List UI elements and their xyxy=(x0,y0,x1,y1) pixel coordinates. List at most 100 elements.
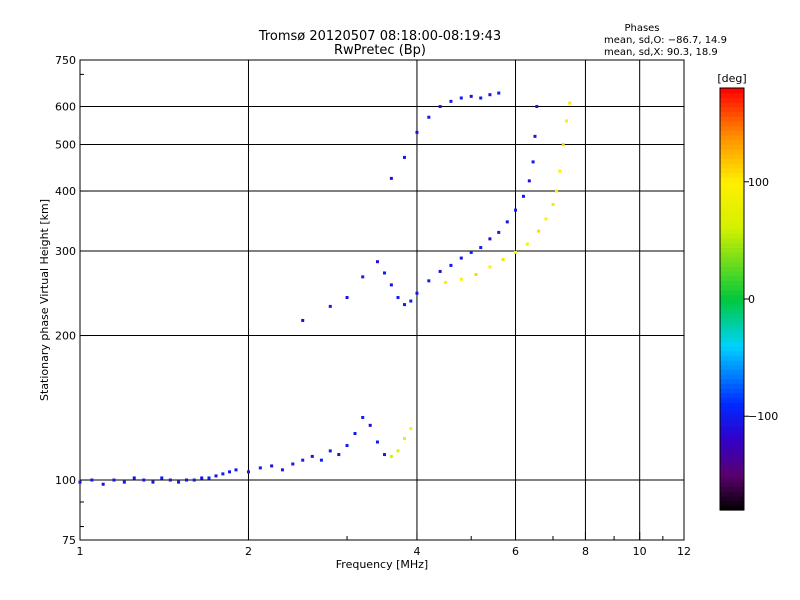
colorbar-segment xyxy=(720,144,744,150)
data-point xyxy=(383,453,387,457)
colorbar-segment xyxy=(720,294,744,300)
y-tick-label: 200 xyxy=(55,330,76,343)
colorbar-segment xyxy=(720,495,744,502)
colorbar-segment xyxy=(720,186,744,192)
data-point xyxy=(444,280,448,284)
data-point xyxy=(319,458,323,462)
data-point xyxy=(525,242,529,246)
data-point xyxy=(389,283,393,287)
colorbar-segment xyxy=(720,434,744,441)
colorbar-segment xyxy=(720,289,744,295)
colorbar-segment xyxy=(720,383,744,389)
data-point xyxy=(221,472,225,476)
colorbar-segment xyxy=(720,261,744,267)
colorbar-tick-label: 0 xyxy=(748,293,755,306)
phase-stats: Phases mean, sd,O: −86.7, 14.9 mean, sd,… xyxy=(604,23,727,58)
data-point xyxy=(438,105,442,109)
colorbar-segment xyxy=(720,364,744,370)
data-point xyxy=(112,478,116,482)
data-point xyxy=(177,480,181,484)
colorbar-segment xyxy=(720,167,744,173)
data-point xyxy=(497,230,501,234)
y-tick-label: 100 xyxy=(55,474,76,487)
data-point xyxy=(415,291,419,295)
data-point xyxy=(151,480,155,484)
data-point xyxy=(469,94,473,98)
data-point xyxy=(132,476,136,480)
colorbar-segment xyxy=(720,453,744,460)
data-point xyxy=(427,279,431,283)
data-point xyxy=(192,478,196,482)
data-point xyxy=(488,237,492,241)
colorbar-segment xyxy=(720,266,744,272)
data-point xyxy=(328,304,332,308)
data-point xyxy=(389,176,393,180)
colorbar-segment xyxy=(720,317,744,324)
data-point xyxy=(469,250,473,254)
colorbar-segment xyxy=(720,425,744,431)
data-point xyxy=(501,258,505,262)
data-point xyxy=(544,217,548,221)
colorbar-segment xyxy=(720,439,744,445)
data-point xyxy=(160,476,164,480)
data-point xyxy=(409,299,413,303)
data-point xyxy=(415,130,419,134)
colorbar-segment xyxy=(720,303,744,309)
chart-title: Tromsø 20120507 08:18:00-08:19:43 xyxy=(258,29,501,44)
colorbar-segment xyxy=(720,163,744,169)
data-point xyxy=(537,229,541,233)
x-tick-label: 1 xyxy=(77,545,84,558)
data-point xyxy=(449,99,453,103)
data-point xyxy=(561,143,565,147)
data-point xyxy=(497,91,501,95)
colorbar-segment xyxy=(720,472,744,478)
colorbar-segment xyxy=(720,177,744,183)
data-point xyxy=(280,468,284,472)
colorbar-segment xyxy=(720,116,744,122)
colorbar-segment xyxy=(720,458,744,464)
chart-titles: Tromsø 20120507 08:18:00-08:19:43 RwPret… xyxy=(258,29,501,58)
data-point xyxy=(402,303,406,307)
colorbar-segment xyxy=(720,430,744,436)
data-point xyxy=(270,464,274,468)
chart-subtitle: RwPretec (Bp) xyxy=(334,43,426,58)
data-point xyxy=(438,269,442,273)
colorbar-segment xyxy=(720,477,744,483)
y-tick-label: 400 xyxy=(55,185,76,198)
data-point xyxy=(375,440,379,444)
data-point xyxy=(564,119,568,123)
colorbar-segment xyxy=(720,125,744,131)
phase-colorbar: [deg] 100 0 −100 xyxy=(717,72,778,511)
colorbar-segment xyxy=(720,148,744,155)
grid-lines xyxy=(80,60,684,540)
data-point xyxy=(554,189,558,193)
colorbar-segment xyxy=(720,139,744,145)
data-point xyxy=(531,160,535,164)
colorbar-segment xyxy=(720,275,744,281)
data-point xyxy=(291,462,295,466)
data-point xyxy=(353,432,357,436)
data-point xyxy=(142,478,146,482)
data-point xyxy=(459,96,463,100)
data-point xyxy=(459,277,463,281)
data-point xyxy=(228,470,232,474)
colorbar-segment xyxy=(720,336,744,342)
colorbar-segment xyxy=(720,331,744,338)
x-tick-label: 6 xyxy=(512,545,519,558)
data-point xyxy=(488,93,492,97)
colorbar-tick-label: −100 xyxy=(748,410,778,423)
x-tick-label: 12 xyxy=(677,545,691,558)
data-point xyxy=(258,466,262,470)
colorbar-segment xyxy=(720,505,744,511)
colorbar-segment xyxy=(720,97,744,103)
colorbar-segment xyxy=(720,270,744,277)
colorbar-segment xyxy=(720,209,744,216)
y-tick-label: 75 xyxy=(62,534,76,547)
colorbar-segment xyxy=(720,491,744,497)
colorbar-segment xyxy=(720,223,744,230)
data-point xyxy=(185,478,189,482)
colorbar-segment xyxy=(720,416,744,422)
colorbar-segment xyxy=(720,299,744,305)
data-point xyxy=(479,96,483,100)
